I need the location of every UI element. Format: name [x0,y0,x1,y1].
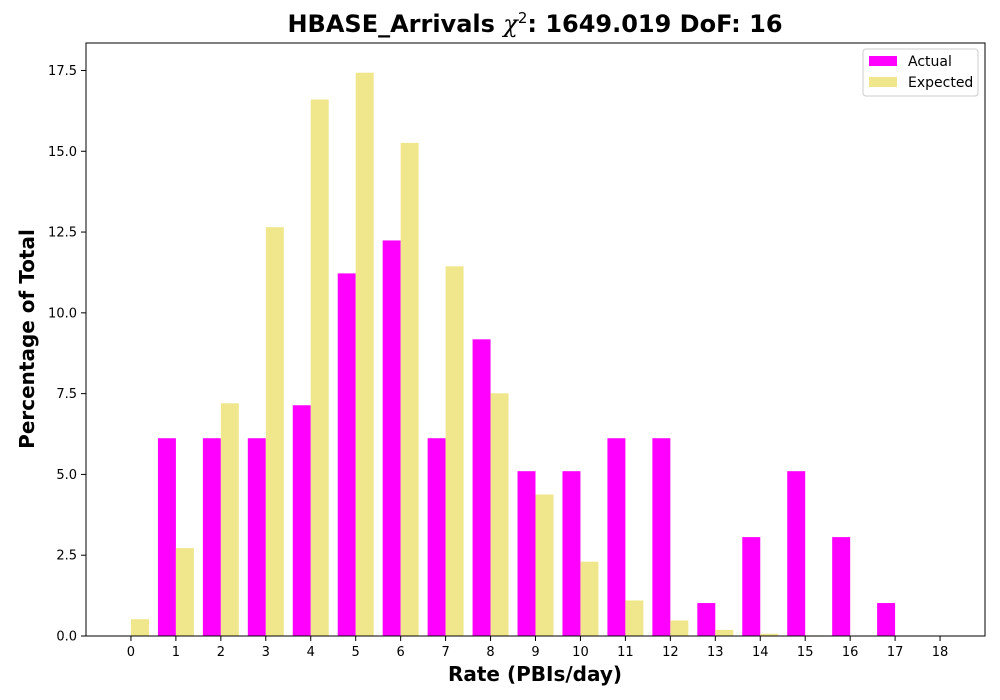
x-tick-label: 4 [307,645,315,660]
bar-actual-14 [742,537,761,636]
bar-actual-8 [472,339,491,636]
chart-title: HBASE_Arrivals χ2: 1649.019 DoF: 16 [287,9,782,38]
x-tick-label: 14 [752,645,769,660]
x-tick-label: 6 [397,645,405,660]
y-tick-label: 5.0 [56,468,77,483]
y-ticks-group: 0.0 2.5 5.0 7.5 10.0 12.5 15.0 17.5 [48,64,86,645]
plot-frame [85,42,986,637]
bar-expected-1 [175,548,194,636]
bar-actual-5 [337,273,356,636]
bar-expected-4 [310,99,329,637]
x-tick-label: 13 [707,645,724,660]
x-tick-label: 8 [486,645,494,660]
chart-title-prefix: HBASE_Arrivals [287,10,503,38]
bar-actual-9 [517,471,536,636]
bar-actual-1 [157,438,176,636]
bar-actual-3 [247,438,266,636]
legend-swatch-actual [869,56,897,66]
bar-expected-13 [715,629,734,636]
bar-actual-7 [427,438,446,636]
bar-actual-12 [652,438,671,636]
bar-actual-2 [202,438,221,636]
x-tick-label: 5 [352,645,360,660]
bar-actual-15 [787,471,806,636]
x-ticks-group: 0 1 2 3 4 5 6 7 8 9 10 11 12 13 14 15 16 17 18 [127,636,949,660]
x-tick-label: 12 [662,645,679,660]
bar-expected-6 [400,142,419,637]
bar-actual-17 [877,603,896,636]
legend-swatch-expected [869,77,897,87]
y-tick-label: 12.5 [48,226,77,241]
y-tick-label: 7.5 [56,387,77,402]
bar-actual-6 [382,240,401,636]
bar-actual-11 [607,438,626,636]
x-tick-label: 7 [441,645,449,660]
y-tick-label: 2.5 [56,549,77,564]
bar-actual-10 [562,471,581,636]
bar-expected-11 [625,600,644,636]
bar-expected-8 [490,393,509,636]
bar-actual-13 [697,603,716,636]
x-tick-label: 15 [797,645,814,660]
x-axis-label: Rate (PBIs/day) [448,662,622,686]
legend: Actual Expected [862,48,979,97]
x-tick-label: 3 [262,645,270,660]
chart-title-suffix: : 1649.019 DoF: 16 [527,10,782,38]
x-tick-label: 10 [572,645,589,660]
x-tick-label: 17 [887,645,904,660]
bar-expected-9 [535,494,554,636]
bar-expected-2 [220,403,239,636]
bar-actual-4 [292,405,311,636]
y-axis-label: Percentage of Total [15,229,39,449]
x-tick-label: 2 [217,645,225,660]
x-tick-label: 1 [172,645,180,660]
bar-expected-3 [265,227,284,636]
x-tick-label: 11 [617,645,634,660]
y-tick-label: 15.0 [48,145,77,160]
x-tick-label: 9 [531,645,539,660]
x-tick-label: 0 [127,645,135,660]
bar-expected-12 [670,620,689,636]
bar-actual-16 [832,537,851,636]
bar-expected-0 [130,619,149,636]
bar-expected-5 [355,72,374,637]
legend-label-actual: Actual [908,54,952,70]
y-tick-label: 0.0 [56,630,77,645]
legend-label-expected: Expected [908,75,973,91]
bar-expected-10 [580,561,599,636]
bars-group [130,72,896,637]
chart-title-chi: χ [501,10,519,38]
bar-expected-7 [445,266,464,636]
y-tick-label: 17.5 [48,64,77,79]
x-tick-label: 16 [842,645,859,660]
y-tick-label: 10.0 [48,306,77,321]
x-tick-label: 18 [932,645,949,660]
chart-title-sup: 2 [518,9,528,27]
bar-expected-14 [760,633,779,636]
